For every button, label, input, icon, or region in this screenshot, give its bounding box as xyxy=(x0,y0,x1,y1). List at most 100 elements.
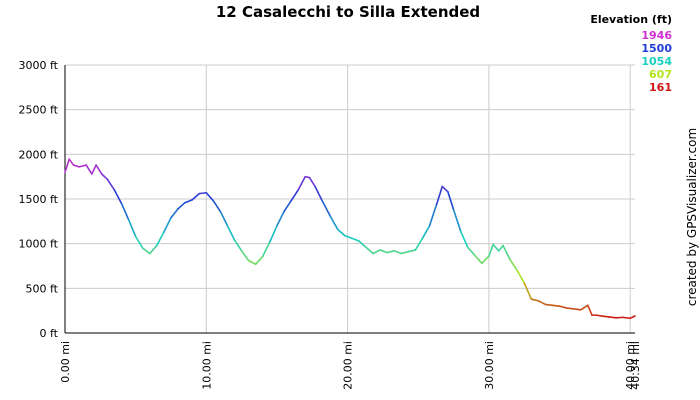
axes xyxy=(64,65,635,334)
elevation-segment xyxy=(452,208,462,232)
elevation-segment xyxy=(558,305,568,309)
elevation-segment xyxy=(314,185,323,202)
y-tick-label: 3000 ft xyxy=(19,59,59,72)
elevation-segment xyxy=(509,258,518,272)
elevation-segment xyxy=(177,201,186,210)
elevation-segment xyxy=(184,199,193,204)
elevation-segment xyxy=(78,164,87,168)
elevation-segment xyxy=(141,247,151,255)
elevation-segment xyxy=(113,189,123,205)
elevation-legend: Elevation (ft) 1946 1500 1054 607 161 xyxy=(590,13,672,94)
elevation-segment xyxy=(421,225,431,240)
elevation-segment xyxy=(283,199,292,213)
elevation-segment xyxy=(219,210,229,227)
elevation-segment xyxy=(85,164,93,175)
elevation-segment xyxy=(466,246,476,257)
grid-lines xyxy=(64,64,635,334)
elevation-segment xyxy=(551,304,561,308)
elevation-segment xyxy=(428,203,438,227)
elevation-segment xyxy=(72,164,80,168)
elevation-segment xyxy=(386,250,396,254)
elevation-segment xyxy=(629,315,636,320)
elevation-segment xyxy=(565,307,575,310)
elevation-segment xyxy=(365,246,374,255)
legend-value-1946: 1946 xyxy=(641,29,672,42)
elevation-segment xyxy=(587,304,593,316)
elevation-segment xyxy=(212,199,222,213)
elevation-segment xyxy=(120,202,130,221)
elevation-segment xyxy=(262,241,271,257)
elevation-segment xyxy=(481,255,490,265)
elevation-segment xyxy=(537,300,547,306)
elevation-segment xyxy=(351,237,360,242)
elevation-segment xyxy=(276,210,285,227)
elevation-segment xyxy=(247,259,257,266)
elevation-segment xyxy=(64,158,71,173)
elevation-segment xyxy=(205,191,215,202)
elevation-series xyxy=(64,158,636,320)
elevation-segment xyxy=(329,216,339,231)
elevation-segment xyxy=(95,164,103,175)
elevation-segment xyxy=(492,243,500,252)
x-tick-labels: 0.00 mi 10.00 mi 20.00 mi 30.00 mi 40.00 mi4… xyxy=(59,341,642,390)
elevation-segment xyxy=(601,315,610,318)
elevation-segment xyxy=(321,199,332,218)
chart-title: 12 Casalecchi to Silla Extended xyxy=(216,3,480,21)
elevation-segment xyxy=(441,185,449,193)
elevation-segment xyxy=(233,239,243,252)
elevation-segment xyxy=(393,250,403,255)
elevation-segment xyxy=(308,176,316,188)
elevation-segment xyxy=(579,304,589,311)
x-tick-label: 40.34 mi xyxy=(629,341,642,390)
y-tick-labels: 0 ft 500 ft 1000 ft 1500 ft 2000 ft 2500 ft 30… xyxy=(19,59,59,340)
elevation-segment xyxy=(407,249,417,253)
y-tick-label: 500 ft xyxy=(26,282,59,295)
y-tick-label: 0 ft xyxy=(40,327,59,340)
elevation-segment xyxy=(516,269,526,284)
elevation-segment xyxy=(163,216,172,233)
elevation-segment xyxy=(502,244,511,261)
elevation-segment xyxy=(595,314,603,317)
elevation-segment xyxy=(127,218,137,238)
legend-title: Elevation (ft) xyxy=(590,13,672,26)
elevation-segment xyxy=(269,225,278,243)
elevation-segment xyxy=(414,237,424,251)
elevation-segment xyxy=(530,298,540,302)
elevation-segment xyxy=(290,189,299,202)
x-tick-label: 10.00 mi xyxy=(200,341,213,390)
x-tick-label: 40.00 mi xyxy=(624,341,637,390)
legend-value-161: 161 xyxy=(649,81,672,94)
elevation-segment xyxy=(447,191,455,211)
y-tick-label: 1500 ft xyxy=(19,193,59,206)
elevation-segment xyxy=(297,175,307,191)
elevation-segment xyxy=(372,249,381,255)
x-tick-label: 30.00 mi xyxy=(483,341,496,390)
legend-value-1054: 1054 xyxy=(641,55,672,68)
elevation-segment xyxy=(106,178,116,191)
elevation-segment xyxy=(488,243,494,257)
elevation-segment xyxy=(622,316,631,320)
elevation-segment xyxy=(544,303,554,307)
x-tick-label: 0.00 mi xyxy=(59,341,72,383)
elevation-segment xyxy=(379,249,388,254)
elevation-segment xyxy=(240,250,250,262)
y-tick-label: 1000 ft xyxy=(19,238,59,251)
elevation-segment xyxy=(191,192,201,201)
elevation-segment xyxy=(198,191,208,195)
elevation-segment xyxy=(68,158,75,166)
elevation-segment xyxy=(497,244,504,252)
y-tick-label: 2000 ft xyxy=(19,148,59,161)
elevation-segment xyxy=(473,254,483,265)
elevation-segment xyxy=(254,255,264,266)
y-tick-label: 2500 ft xyxy=(19,104,59,117)
elevation-segment xyxy=(608,316,617,319)
elevation-segment xyxy=(170,208,179,219)
elevation-segment xyxy=(400,250,410,255)
elevation-segment xyxy=(523,282,533,300)
elevation-segment xyxy=(226,225,236,241)
elevation-segment xyxy=(148,244,158,255)
elevation-segment xyxy=(435,185,444,206)
elevation-segment xyxy=(358,240,367,249)
legend-value-1500: 1500 xyxy=(641,42,672,55)
